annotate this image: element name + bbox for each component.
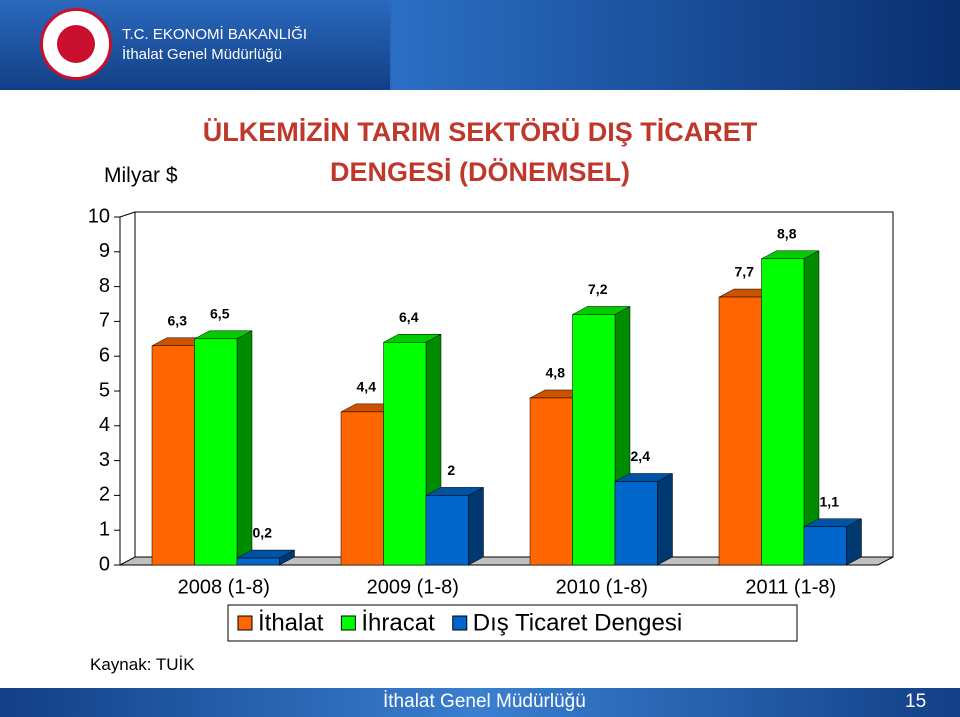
y-tick-label: 8 (99, 275, 110, 297)
y-tick-label: 6 (99, 344, 110, 366)
bar (761, 258, 805, 566)
bar-side (803, 250, 820, 566)
value-label: 2,4 (631, 448, 651, 464)
footer-text: İthalat Genel Müdürlüğü (383, 691, 586, 712)
x-tick-label: 2009 (1-8) (367, 576, 459, 598)
bar (572, 314, 616, 566)
y-tick-label: 4 (99, 414, 110, 436)
wall-edge (119, 211, 136, 218)
y-tick-label: 5 (99, 379, 110, 401)
legend-label: Dış Ticaret Dengesi (473, 609, 682, 636)
x-tick-label: 2010 (1-8) (556, 576, 648, 598)
value-label: 6,5 (210, 306, 230, 322)
legend-swatch (237, 615, 253, 631)
x-tick-label: 2011 (1-8) (745, 576, 836, 598)
y-tick-label: 10 (88, 205, 110, 227)
header-unit: İthalat Genel Müdürlüğü (122, 46, 283, 63)
value-label: 2 (447, 462, 455, 478)
value-label: 1,1 (820, 493, 840, 509)
y-tick-label: 9 (99, 240, 110, 262)
legend (227, 604, 798, 642)
y-tick-label: 3 (99, 449, 110, 471)
source: Kaynak: TUİK (90, 655, 195, 674)
value-label: 4,4 (357, 379, 377, 395)
bar-side (657, 473, 673, 566)
y-axis-label: Milyar $ (104, 164, 178, 187)
bar (529, 397, 573, 566)
page-number: 15 (905, 691, 927, 712)
value-label: 7,2 (588, 281, 608, 297)
header-org: T.C. EKONOMİ BAKANLIĞI (122, 26, 308, 43)
bar-side (468, 486, 484, 566)
value-label: 0,2 (253, 525, 273, 541)
footer-bar: İthalat Genel Müdürlüğü 15 (0, 688, 960, 717)
bar (718, 296, 762, 566)
bar (803, 526, 847, 566)
bar (151, 345, 195, 566)
bar-side (236, 330, 253, 566)
bar (383, 342, 427, 566)
value-label: 6,3 (168, 312, 188, 328)
logo (40, 8, 112, 80)
chart-title: ÜLKEMİZİN TARIM SEKTÖRÜ DIŞ TİCARET DENG… (202, 117, 758, 187)
value-label: 7,7 (735, 264, 755, 280)
bar (236, 557, 280, 566)
x-tick-label: 2008 (1-8) (178, 576, 270, 598)
y-tick-label: 7 (99, 310, 110, 332)
bar (340, 411, 384, 566)
value-label: 8,8 (777, 225, 797, 241)
y-tick-label: 1 (99, 518, 110, 540)
legend-swatch (340, 615, 356, 631)
bar (425, 495, 469, 566)
legend-label: İhracat (361, 609, 435, 636)
value-label: 4,8 (546, 365, 566, 381)
value-label: 6,4 (399, 309, 419, 325)
y-tick-label: 0 (99, 553, 110, 575)
bar (614, 481, 658, 566)
legend-swatch (452, 615, 468, 631)
header-box: T.C. EKONOMİ BAKANLIĞI İthalat Genel Müd… (0, 0, 390, 90)
y-tick-label: 2 (99, 484, 110, 506)
bar (194, 338, 238, 566)
legend-label: İthalat (258, 609, 324, 636)
